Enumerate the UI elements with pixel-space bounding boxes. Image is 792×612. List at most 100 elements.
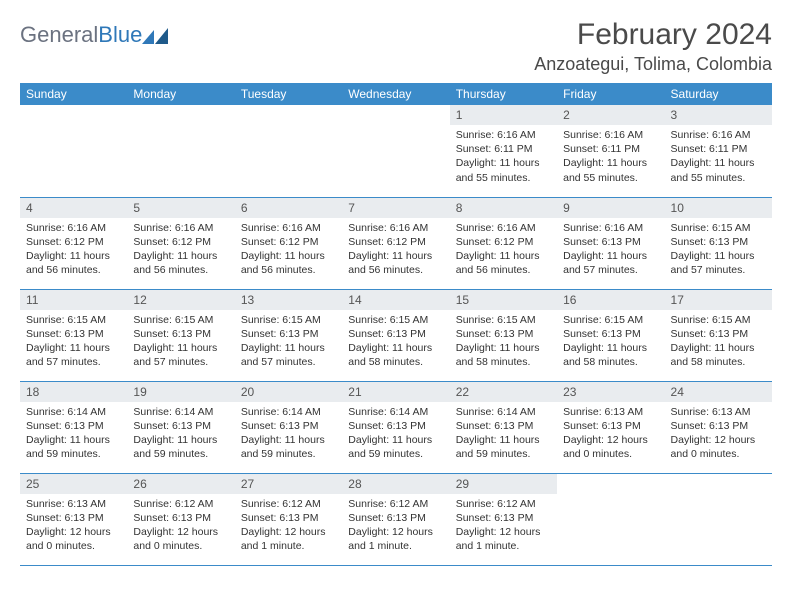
logo-triangle-icon <box>142 26 168 44</box>
day-cell: 16Sunrise: 6:15 AMSunset: 6:13 PMDayligh… <box>557 289 664 381</box>
day-info: Sunrise: 6:14 AMSunset: 6:13 PMDaylight:… <box>450 402 557 468</box>
day-info: Sunrise: 6:15 AMSunset: 6:13 PMDaylight:… <box>342 310 449 376</box>
day-cell: 22Sunrise: 6:14 AMSunset: 6:13 PMDayligh… <box>450 381 557 473</box>
day-info: Sunrise: 6:14 AMSunset: 6:13 PMDaylight:… <box>342 402 449 468</box>
day-number: 19 <box>127 382 234 402</box>
day-number: 26 <box>127 474 234 494</box>
day-info: Sunrise: 6:15 AMSunset: 6:13 PMDaylight:… <box>235 310 342 376</box>
day-info: Sunrise: 6:12 AMSunset: 6:13 PMDaylight:… <box>342 494 449 560</box>
day-number: 18 <box>20 382 127 402</box>
day-info: Sunrise: 6:12 AMSunset: 6:13 PMDaylight:… <box>127 494 234 560</box>
day-cell: 13Sunrise: 6:15 AMSunset: 6:13 PMDayligh… <box>235 289 342 381</box>
day-cell: 28Sunrise: 6:12 AMSunset: 6:13 PMDayligh… <box>342 473 449 565</box>
weekday-header: Tuesday <box>235 83 342 105</box>
day-number: 8 <box>450 198 557 218</box>
day-cell: 20Sunrise: 6:14 AMSunset: 6:13 PMDayligh… <box>235 381 342 473</box>
day-info: Sunrise: 6:13 AMSunset: 6:13 PMDaylight:… <box>665 402 772 468</box>
day-number: 29 <box>450 474 557 494</box>
day-cell: 8Sunrise: 6:16 AMSunset: 6:12 PMDaylight… <box>450 197 557 289</box>
day-info: Sunrise: 6:16 AMSunset: 6:13 PMDaylight:… <box>557 218 664 284</box>
day-number: 7 <box>342 198 449 218</box>
logo-blue-text: Blue <box>98 22 142 47</box>
day-number: 17 <box>665 290 772 310</box>
empty-day-cell <box>20 105 127 197</box>
day-cell: 9Sunrise: 6:16 AMSunset: 6:13 PMDaylight… <box>557 197 664 289</box>
day-cell: 6Sunrise: 6:16 AMSunset: 6:12 PMDaylight… <box>235 197 342 289</box>
day-number: 23 <box>557 382 664 402</box>
logo-general-text: General <box>20 22 98 47</box>
weekday-header: Thursday <box>450 83 557 105</box>
calendar-week-row: 4Sunrise: 6:16 AMSunset: 6:12 PMDaylight… <box>20 197 772 289</box>
day-number: 28 <box>342 474 449 494</box>
day-cell: 3Sunrise: 6:16 AMSunset: 6:11 PMDaylight… <box>665 105 772 197</box>
day-number: 15 <box>450 290 557 310</box>
day-cell: 19Sunrise: 6:14 AMSunset: 6:13 PMDayligh… <box>127 381 234 473</box>
day-info: Sunrise: 6:14 AMSunset: 6:13 PMDaylight:… <box>20 402 127 468</box>
calendar-week-row: 18Sunrise: 6:14 AMSunset: 6:13 PMDayligh… <box>20 381 772 473</box>
day-info: Sunrise: 6:16 AMSunset: 6:12 PMDaylight:… <box>342 218 449 284</box>
day-cell: 29Sunrise: 6:12 AMSunset: 6:13 PMDayligh… <box>450 473 557 565</box>
day-number: 25 <box>20 474 127 494</box>
day-number: 6 <box>235 198 342 218</box>
location-text: Anzoategui, Tolima, Colombia <box>534 54 772 75</box>
day-cell: 23Sunrise: 6:13 AMSunset: 6:13 PMDayligh… <box>557 381 664 473</box>
day-cell: 4Sunrise: 6:16 AMSunset: 6:12 PMDaylight… <box>20 197 127 289</box>
day-cell: 12Sunrise: 6:15 AMSunset: 6:13 PMDayligh… <box>127 289 234 381</box>
day-info: Sunrise: 6:16 AMSunset: 6:12 PMDaylight:… <box>127 218 234 284</box>
empty-day-cell <box>557 473 664 565</box>
day-number: 27 <box>235 474 342 494</box>
empty-day-cell <box>342 105 449 197</box>
empty-day-cell <box>235 105 342 197</box>
calendar-week-row: 25Sunrise: 6:13 AMSunset: 6:13 PMDayligh… <box>20 473 772 565</box>
day-cell: 18Sunrise: 6:14 AMSunset: 6:13 PMDayligh… <box>20 381 127 473</box>
day-cell: 27Sunrise: 6:12 AMSunset: 6:13 PMDayligh… <box>235 473 342 565</box>
day-number: 13 <box>235 290 342 310</box>
day-info: Sunrise: 6:12 AMSunset: 6:13 PMDaylight:… <box>235 494 342 560</box>
day-cell: 15Sunrise: 6:15 AMSunset: 6:13 PMDayligh… <box>450 289 557 381</box>
day-number: 11 <box>20 290 127 310</box>
weekday-header: Saturday <box>665 83 772 105</box>
day-info: Sunrise: 6:15 AMSunset: 6:13 PMDaylight:… <box>450 310 557 376</box>
day-info: Sunrise: 6:16 AMSunset: 6:11 PMDaylight:… <box>557 125 664 191</box>
day-info: Sunrise: 6:14 AMSunset: 6:13 PMDaylight:… <box>235 402 342 468</box>
day-info: Sunrise: 6:16 AMSunset: 6:12 PMDaylight:… <box>235 218 342 284</box>
day-info: Sunrise: 6:13 AMSunset: 6:13 PMDaylight:… <box>557 402 664 468</box>
day-info: Sunrise: 6:15 AMSunset: 6:13 PMDaylight:… <box>20 310 127 376</box>
calendar-table: SundayMondayTuesdayWednesdayThursdayFrid… <box>20 83 772 566</box>
day-cell: 1Sunrise: 6:16 AMSunset: 6:11 PMDaylight… <box>450 105 557 197</box>
header: GeneralBlue February 2024 Anzoategui, To… <box>20 18 772 75</box>
day-info: Sunrise: 6:16 AMSunset: 6:12 PMDaylight:… <box>450 218 557 284</box>
day-cell: 24Sunrise: 6:13 AMSunset: 6:13 PMDayligh… <box>665 381 772 473</box>
month-title: February 2024 <box>534 18 772 52</box>
day-number: 2 <box>557 105 664 125</box>
day-cell: 5Sunrise: 6:16 AMSunset: 6:12 PMDaylight… <box>127 197 234 289</box>
title-block: February 2024 Anzoategui, Tolima, Colomb… <box>534 18 772 75</box>
day-number: 22 <box>450 382 557 402</box>
day-info: Sunrise: 6:13 AMSunset: 6:13 PMDaylight:… <box>20 494 127 560</box>
weekday-header: Wednesday <box>342 83 449 105</box>
day-number: 20 <box>235 382 342 402</box>
day-cell: 10Sunrise: 6:15 AMSunset: 6:13 PMDayligh… <box>665 197 772 289</box>
weekday-header-row: SundayMondayTuesdayWednesdayThursdayFrid… <box>20 83 772 105</box>
day-cell: 21Sunrise: 6:14 AMSunset: 6:13 PMDayligh… <box>342 381 449 473</box>
day-cell: 7Sunrise: 6:16 AMSunset: 6:12 PMDaylight… <box>342 197 449 289</box>
weekday-header: Sunday <box>20 83 127 105</box>
day-info: Sunrise: 6:15 AMSunset: 6:13 PMDaylight:… <box>557 310 664 376</box>
day-cell: 26Sunrise: 6:12 AMSunset: 6:13 PMDayligh… <box>127 473 234 565</box>
day-number: 24 <box>665 382 772 402</box>
calendar-week-row: 11Sunrise: 6:15 AMSunset: 6:13 PMDayligh… <box>20 289 772 381</box>
day-number: 9 <box>557 198 664 218</box>
empty-day-cell <box>127 105 234 197</box>
day-info: Sunrise: 6:15 AMSunset: 6:13 PMDaylight:… <box>665 310 772 376</box>
day-cell: 25Sunrise: 6:13 AMSunset: 6:13 PMDayligh… <box>20 473 127 565</box>
day-number: 16 <box>557 290 664 310</box>
day-info: Sunrise: 6:15 AMSunset: 6:13 PMDaylight:… <box>665 218 772 284</box>
weekday-header: Monday <box>127 83 234 105</box>
day-cell: 17Sunrise: 6:15 AMSunset: 6:13 PMDayligh… <box>665 289 772 381</box>
day-info: Sunrise: 6:15 AMSunset: 6:13 PMDaylight:… <box>127 310 234 376</box>
day-cell: 14Sunrise: 6:15 AMSunset: 6:13 PMDayligh… <box>342 289 449 381</box>
day-number: 10 <box>665 198 772 218</box>
day-number: 12 <box>127 290 234 310</box>
day-info: Sunrise: 6:16 AMSunset: 6:11 PMDaylight:… <box>450 125 557 191</box>
day-info: Sunrise: 6:16 AMSunset: 6:11 PMDaylight:… <box>665 125 772 191</box>
